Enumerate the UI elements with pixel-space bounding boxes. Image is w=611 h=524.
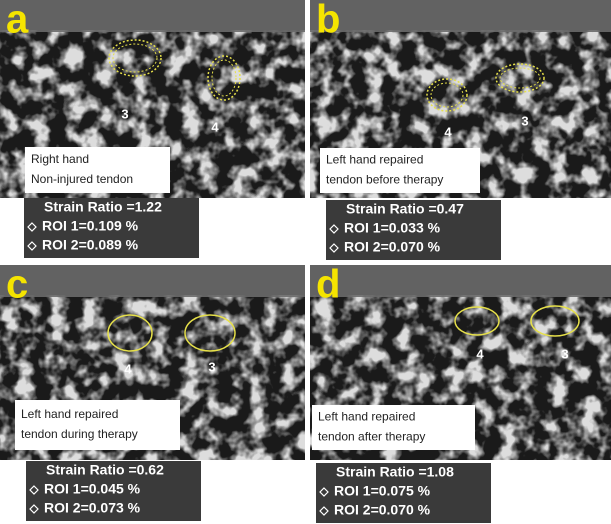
roi-number: 4	[211, 119, 219, 134]
panel-letter: b	[316, 0, 340, 42]
strain-ratio: Strain Ratio =1.22	[44, 199, 162, 215]
top-band	[0, 0, 305, 32]
roi-number: 4	[124, 361, 132, 376]
roi-value: ROI 1=0.045 %	[44, 481, 141, 497]
strain-ratio: Strain Ratio =1.08	[336, 464, 454, 480]
panel: a 3 4 Right hand Non-injured tendon Strain Ra…	[0, 0, 305, 258]
roi-value: ROI 2=0.070 %	[334, 502, 431, 518]
roi-value: ROI 1=0.075 %	[334, 483, 431, 499]
roi-value: ROI 1=0.109 %	[42, 218, 139, 234]
roi-number: 3	[208, 359, 215, 374]
label-line: tendon during therapy	[21, 427, 138, 441]
panel-letter: d	[316, 263, 340, 307]
roi-value: ROI 2=0.070 %	[344, 239, 441, 255]
panel: d 4 3 Left hand repaired tendon after therap…	[310, 263, 611, 523]
roi-number: 4	[476, 346, 484, 361]
label-line: Non-injured tendon	[31, 172, 133, 186]
label-line: tendon before therapy	[326, 173, 443, 187]
label-line: Left hand repaired	[21, 407, 118, 421]
panel-letter: a	[6, 0, 29, 42]
roi-number: 3	[521, 113, 528, 128]
figure: a 3 4 Right hand Non-injured tendon Strain Ra…	[0, 0, 611, 524]
top-band	[0, 265, 305, 297]
label-line: Left hand repaired	[318, 410, 415, 424]
panel: b 4 3 Left hand repaired tendon before thera…	[310, 0, 611, 260]
panel: c 4 3 Left hand repaired tendon during thera…	[0, 263, 305, 521]
label-line: tendon after therapy	[318, 430, 425, 444]
roi-number: 3	[121, 106, 128, 121]
roi-number: 3	[561, 346, 568, 361]
strain-ratio: Strain Ratio =0.47	[346, 201, 464, 217]
roi-value: ROI 1=0.033 %	[344, 220, 441, 236]
strain-ratio: Strain Ratio =0.62	[46, 462, 164, 478]
top-band	[310, 0, 611, 32]
roi-number: 4	[444, 124, 452, 139]
top-band	[310, 265, 611, 297]
roi-value: ROI 2=0.089 %	[42, 237, 139, 253]
roi-value: ROI 2=0.073 %	[44, 500, 141, 516]
label-line: Left hand repaired	[326, 153, 423, 167]
panel-letter: c	[6, 263, 28, 307]
label-line: Right hand	[31, 152, 89, 166]
